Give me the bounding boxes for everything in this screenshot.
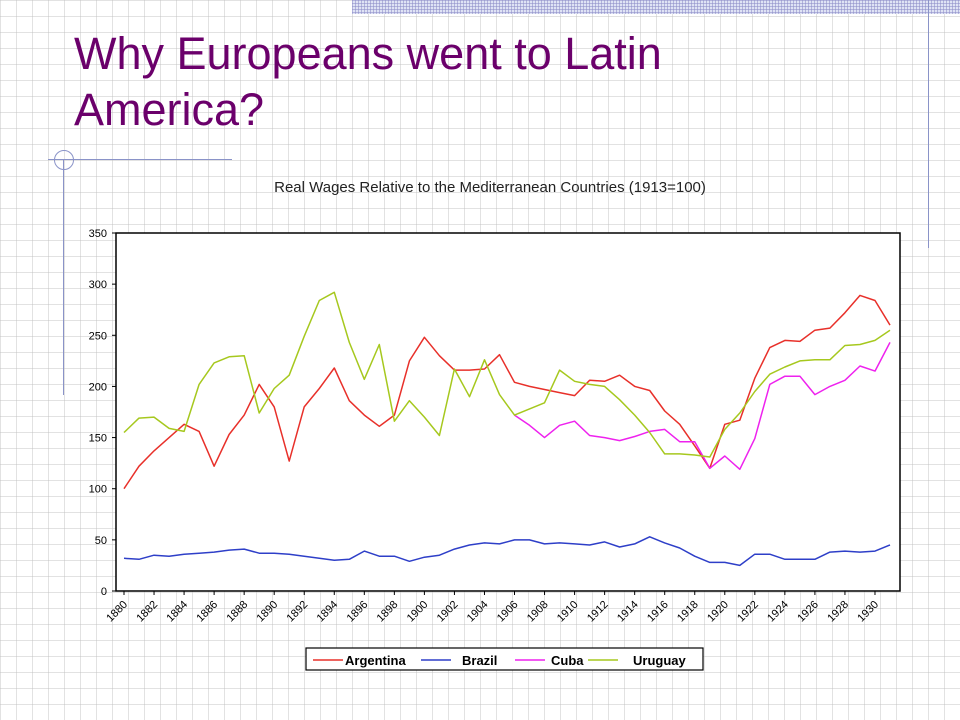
legend-label-argentina: Argentina — [345, 653, 406, 668]
y-tick-label: 250 — [89, 330, 107, 342]
y-tick-label: 350 — [89, 228, 107, 240]
series-line-argentina — [123, 294, 891, 490]
y-axis: 0 50 100 150 200 250 300 350 — [89, 228, 116, 598]
y-tick-label: 150 — [89, 433, 107, 445]
x-tick-label: 1920 — [705, 599, 731, 625]
series-lines — [123, 291, 891, 567]
x-tick-label: 1884 — [164, 599, 190, 625]
slide-title-line1: Why Europeans went to Latin — [74, 28, 662, 79]
x-tick-label: 1924 — [765, 599, 791, 625]
x-tick-label: 1902 — [435, 599, 461, 625]
x-tick-label: 1892 — [285, 599, 311, 625]
x-tick-label: 1914 — [615, 599, 641, 625]
left-rule — [63, 160, 64, 395]
x-tick-label: 1882 — [134, 599, 160, 625]
series-line-brazil — [123, 536, 891, 567]
x-tick-label: 1918 — [675, 599, 701, 625]
legend-box — [305, 647, 704, 671]
y-tick-label: 200 — [89, 381, 107, 393]
x-tick-label: 1898 — [375, 599, 401, 625]
x-tick-label: 1908 — [525, 599, 551, 625]
x-tick-label: 1906 — [495, 599, 521, 625]
x-axis: 1880 1882 1884 1886 1888 1890 1892 1894 1896 1898… — [104, 591, 881, 624]
legend-label-cuba: Cuba — [551, 653, 584, 668]
title-underline — [48, 159, 232, 160]
x-tick-label: 1904 — [465, 599, 491, 625]
right-rule — [928, 0, 929, 248]
legend-label-brazil: Brazil — [462, 653, 497, 668]
x-tick-label: 1900 — [405, 599, 431, 625]
circle-ornament — [54, 150, 74, 170]
series-line-uruguay — [123, 291, 891, 458]
x-tick-label: 1910 — [555, 599, 581, 625]
slide-title-line2: America? — [74, 84, 265, 135]
x-tick-label: 1930 — [855, 599, 881, 625]
x-tick-label: 1926 — [795, 599, 821, 625]
x-tick-label: 1894 — [315, 599, 341, 625]
y-tick-label: 0 — [101, 586, 107, 598]
x-tick-label: 1886 — [194, 599, 220, 625]
x-tick-label: 1922 — [735, 599, 761, 625]
x-tick-label: 1912 — [585, 599, 611, 625]
x-tick-label: 1928 — [825, 599, 851, 625]
legend-label-uruguay: Uruguay — [633, 653, 687, 668]
series-line-cuba — [514, 342, 891, 471]
x-tick-label: 1880 — [104, 599, 130, 625]
plot-area — [115, 232, 901, 592]
slide-title: Why Europeans went to Latin America? — [74, 26, 874, 138]
x-tick-label: 1890 — [255, 599, 281, 625]
y-tick-label: 50 — [95, 535, 107, 547]
legend: Argentina Brazil Cuba Uruguay — [305, 647, 704, 671]
x-tick-label: 1916 — [645, 599, 671, 625]
top-band — [352, 0, 960, 14]
chart-title: Real Wages Relative to the Mediterranean… — [274, 179, 706, 196]
x-tick-label: 1888 — [224, 599, 250, 625]
x-tick-label: 1896 — [345, 599, 371, 625]
y-tick-label: 100 — [89, 484, 107, 496]
y-tick-label: 300 — [89, 279, 107, 291]
